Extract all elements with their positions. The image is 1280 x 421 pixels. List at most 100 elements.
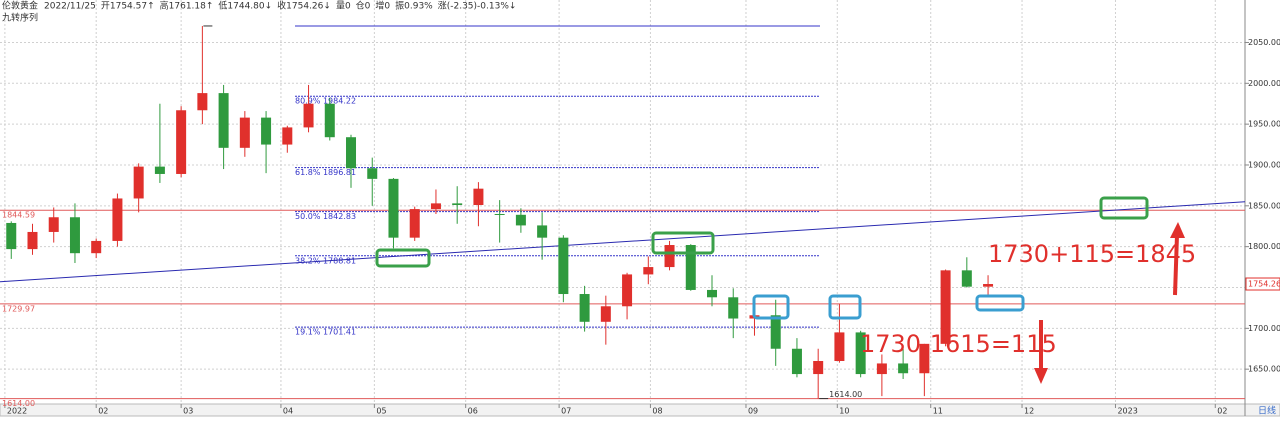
candle-body [154,166,165,174]
x-tick-label: 06 [468,407,478,416]
candle-body [537,225,548,238]
header-item: 高1761.18↑ [160,0,214,12]
fib-label: 50.0% 1842.83 [295,212,356,221]
highlight-box [651,231,715,255]
header-item: 量0 [336,1,351,12]
candle-body [791,348,802,375]
candle-body [133,166,144,199]
x-tick-label: 09 [748,407,758,416]
period-label: 日线 [1258,405,1276,417]
candle-body [876,363,887,375]
header-item: 涨(-2.35)-0.13%↓ [438,1,517,12]
candle-body [27,231,38,250]
trendline [0,201,1246,283]
candle-body [494,213,505,215]
candle-body [961,270,972,287]
candle-body [600,306,611,322]
candle-body [983,284,994,287]
candle-body [6,222,17,250]
marker-label: 1614.00 [829,390,862,399]
candle-body [430,203,441,210]
header-items: 2022/11/25 开1754.57↑ 高1761.18↑ 低1744.80↓ 收17… [44,0,516,12]
x-tick-label: 04 [283,407,293,416]
candle-body [664,245,675,268]
candle-body [303,103,314,128]
x-tick-label: 03 [183,407,193,416]
candle-body [388,178,399,238]
indicator-name: 九转序列 [2,12,38,24]
x-tick-label: 10 [839,407,849,416]
candle-body [834,332,845,361]
candle-body [728,297,739,319]
header-item: 开1754.57↑ [101,1,155,12]
candle-body [239,117,250,148]
candle-body [579,294,590,322]
x-tick-label: 2022 [7,407,27,416]
annotation: 1730-1615=115 [860,330,1057,358]
candle-body [112,198,123,241]
header-item: 振0.93% [395,0,433,12]
candle-body [197,93,208,111]
candle-body [707,289,718,298]
header-item: 增0 [375,0,390,12]
candle-body [685,245,696,290]
x-tick-label: 07 [561,407,571,416]
highlight-box [375,248,431,268]
candle-body [940,270,951,344]
candle-body [855,332,866,375]
last-price-label: 1754.26 [1248,280,1280,289]
x-tick-label: 02 [1217,407,1227,416]
candle-body [770,315,781,349]
y-tick-label: 1700.00 [1248,324,1280,333]
candle-body [452,203,463,205]
fib-label: 19.1% 1701.41 [295,328,356,337]
candle-body [919,343,930,374]
candle-body [48,217,59,232]
candle-body [69,217,80,254]
candle-body [643,267,654,275]
candle-body [261,117,272,145]
candle-body [622,274,633,307]
candle-body [346,137,357,169]
header-item: 收1754.26↓ [277,0,331,12]
header-item: 仓0 [356,0,371,12]
header-item: 2022/11/25 [44,2,96,12]
arrow-head [1170,222,1185,238]
y-tick-label: 2050.00 [1248,38,1280,47]
candle-body [91,240,102,254]
y-tick-label: 1950.00 [1248,120,1280,129]
candle-body [282,127,293,145]
x-axis-strip [0,403,1280,417]
y-tick-label: 1900.00 [1248,160,1280,169]
header-item: 低1744.80↓ [218,0,272,12]
candle-body [898,363,909,374]
reference-label: 1844.59 [2,211,35,220]
arrow-head [1034,368,1048,384]
annotation: 1730+115=1845 [988,240,1196,268]
fib-label: 61.8% 1896.81 [295,168,356,177]
x-tick-label: 05 [376,407,386,416]
candle-body [558,237,569,295]
candle-body [813,360,824,375]
highlight-box [975,294,1025,312]
highlight-box [828,294,862,320]
y-tick-label: 2000.00 [1248,79,1280,88]
reference-label: 1614.00 [2,399,35,408]
x-tick-label: 2023 [1117,407,1137,416]
x-tick-label: 11 [933,407,943,416]
candle-body [324,103,335,138]
y-tick-label: 1800.00 [1248,242,1280,251]
x-tick-label: 02 [98,407,108,416]
reference-label: 1729.97 [2,304,35,313]
candle-body [176,110,187,174]
last-price-box [1245,277,1280,291]
candle-body [473,188,484,205]
candle-body [515,214,526,226]
arrow-up [1173,234,1179,296]
highlight-box [752,294,790,320]
header-title: 伦敦黄金 [2,0,38,12]
candle-body [367,168,378,179]
